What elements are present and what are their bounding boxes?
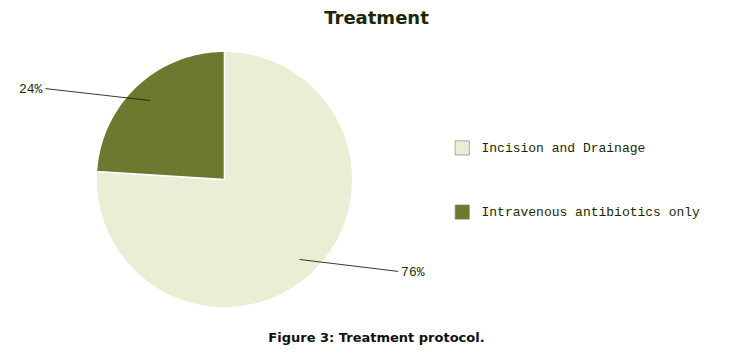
html-text:Figure 3: Treatment protocol.: Figure 3: Treatment protocol. [268,330,485,345]
html-text:Treatment: Treatment [324,7,429,28]
svg-text:24%: 24% [19,82,43,97]
svg-text:76%: 76% [401,265,425,280]
svg-text:Intravenous antibiotics only: Intravenous antibiotics only [481,205,700,220]
svg-text:Incision and Drainage: Incision and Drainage [481,141,645,156]
